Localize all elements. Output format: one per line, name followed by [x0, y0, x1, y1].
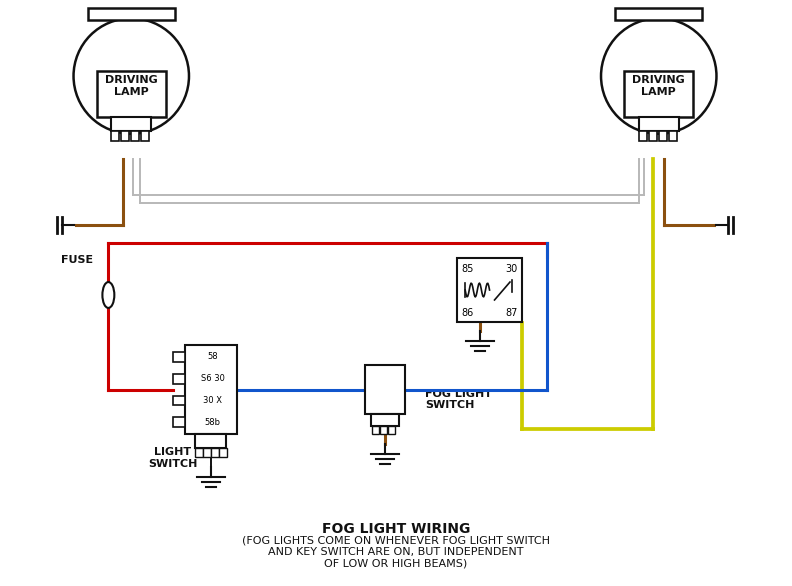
Text: 58: 58 — [208, 352, 218, 361]
Bar — [173, 374, 185, 384]
Circle shape — [601, 18, 717, 134]
Bar — [615, 8, 702, 21]
Text: 30 X: 30 X — [204, 396, 223, 405]
Bar — [365, 364, 405, 414]
Circle shape — [74, 18, 189, 134]
Bar — [639, 131, 647, 141]
Bar — [111, 117, 151, 131]
Bar — [97, 71, 166, 117]
Bar — [659, 131, 667, 141]
Bar — [203, 448, 211, 457]
Bar — [388, 427, 395, 434]
Bar — [112, 131, 120, 141]
Bar — [141, 131, 149, 141]
Bar — [173, 396, 185, 406]
Text: 85: 85 — [461, 264, 474, 274]
Text: 87: 87 — [505, 308, 518, 318]
Bar — [196, 434, 227, 448]
Text: DRIVING
LAMP: DRIVING LAMP — [105, 75, 158, 97]
Text: 58b: 58b — [205, 418, 221, 427]
Bar — [88, 8, 174, 21]
Text: LIGHT
SWITCH: LIGHT SWITCH — [148, 447, 198, 469]
Bar — [457, 258, 522, 322]
Text: 86: 86 — [461, 308, 474, 318]
Bar — [380, 427, 387, 434]
Bar — [372, 427, 379, 434]
Bar — [185, 345, 237, 434]
Bar — [371, 414, 399, 427]
Bar — [668, 131, 676, 141]
Text: FOG LIGHT WIRING: FOG LIGHT WIRING — [322, 522, 470, 536]
Bar — [195, 448, 203, 457]
Bar — [131, 131, 139, 141]
Text: FOG LIGHT
SWITCH: FOG LIGHT SWITCH — [425, 389, 492, 410]
Text: FUSE: FUSE — [61, 255, 93, 265]
Ellipse shape — [102, 282, 114, 308]
Bar — [649, 131, 657, 141]
Bar — [173, 352, 185, 362]
Bar — [173, 417, 185, 427]
Bar — [638, 117, 679, 131]
Text: DRIVING
LAMP: DRIVING LAMP — [632, 75, 685, 97]
Text: (FOG LIGHTS COME ON WHENEVER FOG LIGHT SWITCH
AND KEY SWITCH ARE ON, BUT INDEPEN: (FOG LIGHTS COME ON WHENEVER FOG LIGHT S… — [242, 535, 550, 568]
Text: S6 30: S6 30 — [201, 374, 225, 383]
Text: 30: 30 — [505, 264, 518, 274]
Bar — [121, 131, 129, 141]
Bar — [211, 448, 219, 457]
Bar — [219, 448, 227, 457]
Bar — [624, 71, 693, 117]
